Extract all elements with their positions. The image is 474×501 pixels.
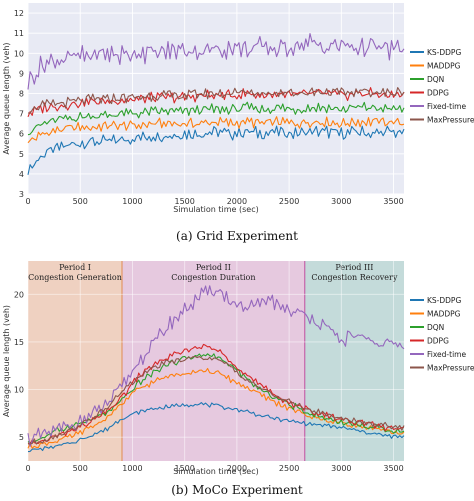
- chart-caption: (b) MoCo Experiment: [171, 483, 303, 497]
- x-tick-label: 0: [25, 197, 30, 206]
- legend-label: KS-DDPG: [427, 48, 461, 57]
- x-tick-label: 500: [73, 464, 88, 473]
- period-sublabel: Congestion Generation: [28, 273, 122, 282]
- series-line-ddpg: [27, 87, 405, 118]
- series-line-maxpressure: [27, 355, 405, 445]
- x-tick-label: 1500: [174, 197, 194, 206]
- x-tick-label: 0: [25, 464, 30, 473]
- legend-label: DDPG: [427, 337, 449, 346]
- series-line-fixed-time: [27, 285, 405, 447]
- x-tick-label: 1000: [122, 464, 142, 473]
- period-band-2: [122, 261, 305, 461]
- series-line-fixed-time: [27, 33, 405, 90]
- plot-area: [28, 3, 404, 194]
- y-tick-label: 20: [14, 290, 24, 299]
- x-tick-label: 3000: [331, 464, 351, 473]
- y-tick-label: 4: [19, 170, 24, 179]
- y-tick-label: 10: [14, 386, 24, 395]
- period-sublabel: Congestion Recovery: [311, 273, 397, 282]
- series-line-maddpg: [27, 116, 405, 144]
- y-tick-label: 7: [19, 110, 24, 119]
- x-tick-label: 2500: [279, 464, 299, 473]
- legend-label: DQN: [427, 75, 444, 84]
- x-axis-label: Simulation time (sec): [173, 467, 259, 476]
- y-tick-label: 10: [14, 49, 24, 58]
- y-axis-label: Average queue length (veh): [2, 42, 11, 154]
- series-line-dqn: [27, 101, 405, 136]
- y-tick-label: 11: [14, 29, 24, 38]
- period-sublabel: Congestion Duration: [171, 273, 255, 282]
- period-label: Period II: [196, 263, 231, 272]
- legend-label: MaxPressure: [427, 116, 474, 125]
- y-tick-label: 5: [19, 150, 24, 159]
- series-line-ks-ddpg: [27, 125, 405, 175]
- legend-label: MADDPG: [427, 62, 461, 71]
- chart-1: 3 4 5 6 7 8 9 10 11 12 0 500 1000 1500 2000 2500 3000 350…: [2, 3, 474, 243]
- legend-label: MaxPressure: [427, 364, 474, 373]
- legend-label: Fixed-time: [427, 350, 466, 359]
- y-tick-label: 5: [19, 433, 24, 442]
- x-tick-label: 3500: [383, 464, 403, 473]
- y-tick-label: 6: [19, 130, 24, 139]
- legend-label: DDPG: [427, 89, 449, 98]
- x-tick-label: 2000: [227, 464, 247, 473]
- y-axis-label: Average queue length (veh): [2, 305, 11, 417]
- legend-label: MADDPG: [427, 310, 461, 319]
- x-tick-label: 1000: [122, 197, 142, 206]
- chart-caption: (a) Grid Experiment: [176, 229, 298, 243]
- y-tick-label: 9: [19, 69, 24, 78]
- x-tick-label: 3500: [383, 197, 403, 206]
- x-tick-label: 2500: [279, 197, 299, 206]
- period-label: Period III: [335, 263, 373, 272]
- x-tick-label: 500: [73, 197, 88, 206]
- series-line-ks-ddpg: [27, 402, 405, 453]
- x-axis-label: Simulation time (sec): [173, 205, 259, 214]
- series-line-ddpg: [27, 343, 405, 445]
- y-tick-label: 3: [19, 190, 24, 199]
- y-tick-label: 12: [14, 9, 24, 18]
- legend-label: KS-DDPG: [427, 296, 461, 305]
- period-label: Period I: [59, 263, 91, 272]
- x-tick-label: 1500: [174, 464, 194, 473]
- legend-label: DQN: [427, 323, 444, 332]
- x-tick-label: 2000: [227, 197, 247, 206]
- x-tick-label: 3000: [331, 197, 351, 206]
- y-tick-label: 8: [19, 89, 24, 98]
- series-line-maxpressure: [27, 87, 405, 114]
- legend-label: Fixed-time: [427, 102, 466, 111]
- y-tick-label: 15: [14, 338, 24, 347]
